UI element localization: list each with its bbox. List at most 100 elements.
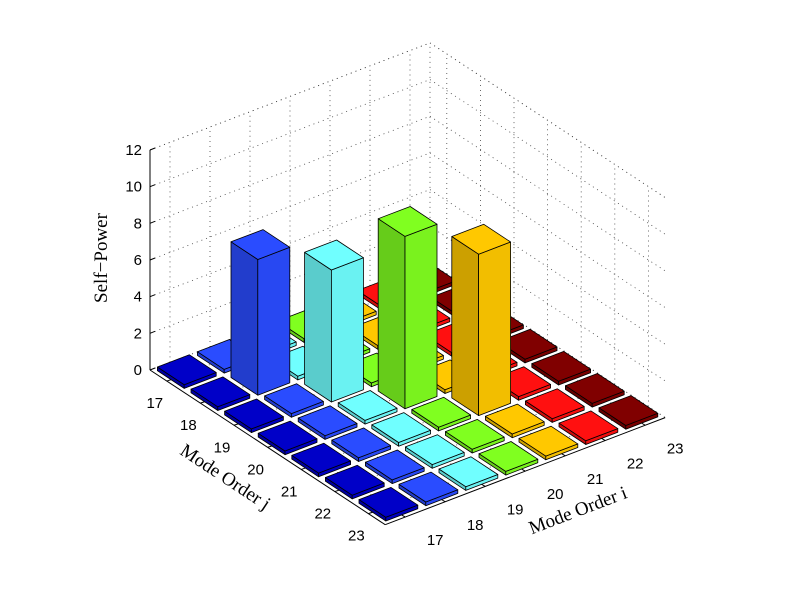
bar-front-face [257, 246, 291, 396]
bar-top-face [257, 420, 318, 452]
bar-left-face [377, 218, 406, 410]
bar-top-face [291, 442, 352, 474]
j-tick-label: 23 [348, 528, 365, 545]
z-tick-label: 0 [134, 362, 142, 379]
bar-top-face [264, 383, 324, 415]
z-tick-label: 10 [125, 179, 142, 196]
bar [451, 223, 512, 417]
bar [558, 410, 619, 445]
j-tick-label: 21 [281, 483, 298, 500]
i-tick-label: 22 [627, 456, 644, 473]
bar-top-face [224, 398, 284, 430]
z-tick-label: 12 [125, 142, 142, 159]
box-edge [429, 42, 666, 198]
i-tick-label: 20 [547, 486, 564, 503]
bar [364, 449, 425, 485]
z-tick-label: 6 [134, 252, 142, 269]
bar-top-face [411, 396, 472, 428]
bar-top-face [337, 390, 398, 421]
bar-left-face [451, 236, 480, 417]
tick-mark [149, 257, 156, 261]
bar [291, 442, 352, 478]
bar-top-face [438, 456, 499, 488]
bar [257, 420, 318, 456]
bar-top-face [304, 239, 364, 271]
bar [331, 427, 392, 462]
j-tick-label: 17 [146, 395, 163, 412]
i-axis [385, 417, 666, 526]
j-tick-label: 22 [314, 506, 331, 523]
bar-top-face [451, 223, 512, 255]
bar [371, 412, 432, 447]
bar-top-face [398, 471, 459, 503]
bar-top-face [497, 328, 558, 360]
bar [438, 456, 499, 491]
tick-mark [149, 147, 156, 151]
bar [398, 471, 459, 507]
tick-mark [149, 330, 156, 334]
tick-mark [149, 184, 156, 188]
bar-top-face [371, 412, 432, 443]
bar-top-face [444, 418, 505, 450]
bar-top-face [531, 350, 591, 382]
bar [484, 403, 545, 439]
box-edge [429, 262, 666, 418]
bar [525, 388, 585, 423]
bar [337, 390, 398, 425]
bar-top-face [377, 206, 438, 237]
grid-line [429, 189, 666, 345]
bar-front-face [404, 223, 438, 410]
bar-top-face [358, 486, 419, 518]
bar [264, 383, 324, 418]
bar [304, 239, 364, 403]
bar-top-face [518, 425, 579, 457]
grid-line [429, 115, 666, 272]
bar-top-face [484, 403, 545, 435]
bar [598, 395, 659, 430]
bar-top-face [364, 449, 425, 481]
z-tick-label: 8 [134, 215, 142, 232]
bar-top-face [478, 441, 539, 472]
bar-front-face [478, 241, 512, 417]
bar-top-face [525, 388, 585, 420]
bar-top-face [297, 405, 358, 437]
i-tick-label: 21 [587, 471, 604, 488]
bar [478, 441, 539, 476]
bar [297, 405, 358, 440]
i-tick-label: 17 [427, 532, 444, 549]
bar [324, 464, 385, 500]
bar-top-face [156, 354, 217, 386]
bar [404, 434, 465, 469]
bar-left-face [304, 251, 332, 403]
bar-left-face [230, 241, 259, 396]
bar [190, 376, 251, 411]
bar [411, 396, 472, 432]
bar-top-face [598, 395, 659, 426]
bar-top-face [404, 434, 465, 466]
bar-top-face [324, 464, 385, 496]
grid-line [429, 225, 666, 382]
tick-mark [149, 367, 156, 371]
bar [518, 425, 579, 461]
i-tick-label: 19 [507, 501, 524, 518]
z-tick-label: 4 [134, 289, 142, 306]
bar-top-face [230, 229, 291, 260]
bar [444, 418, 505, 454]
bar [230, 229, 291, 396]
tick-mark [149, 220, 156, 224]
bar [531, 350, 591, 386]
bar [224, 398, 284, 434]
j-tick-label: 18 [180, 417, 197, 434]
bar [156, 354, 217, 389]
bar-front-face [330, 257, 364, 403]
j-tick-label: 19 [214, 439, 231, 456]
j-tick-label: 20 [247, 461, 264, 478]
bar [358, 486, 419, 522]
bar [377, 206, 438, 410]
bar [565, 373, 625, 408]
grid-line [429, 79, 666, 235]
i-tick-label: 23 [667, 440, 684, 457]
bar-top-face [565, 373, 625, 404]
z-tick-label: 2 [134, 325, 142, 342]
